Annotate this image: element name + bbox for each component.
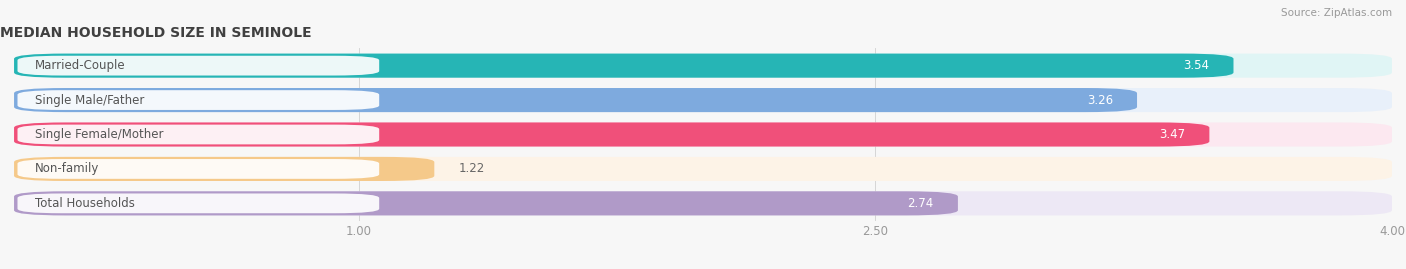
FancyBboxPatch shape bbox=[14, 122, 1392, 147]
Text: Married-Couple: Married-Couple bbox=[35, 59, 125, 72]
Text: MEDIAN HOUSEHOLD SIZE IN SEMINOLE: MEDIAN HOUSEHOLD SIZE IN SEMINOLE bbox=[0, 26, 312, 40]
Text: 3.54: 3.54 bbox=[1184, 59, 1209, 72]
Text: 3.47: 3.47 bbox=[1159, 128, 1185, 141]
FancyBboxPatch shape bbox=[17, 125, 380, 144]
Text: 3.26: 3.26 bbox=[1087, 94, 1114, 107]
Text: Single Female/Mother: Single Female/Mother bbox=[35, 128, 163, 141]
FancyBboxPatch shape bbox=[14, 191, 1392, 215]
FancyBboxPatch shape bbox=[14, 122, 1209, 147]
Text: Source: ZipAtlas.com: Source: ZipAtlas.com bbox=[1281, 8, 1392, 18]
Text: Single Male/Father: Single Male/Father bbox=[35, 94, 143, 107]
FancyBboxPatch shape bbox=[14, 54, 1233, 78]
FancyBboxPatch shape bbox=[17, 159, 380, 179]
FancyBboxPatch shape bbox=[14, 54, 1392, 78]
Text: 1.22: 1.22 bbox=[458, 162, 485, 175]
FancyBboxPatch shape bbox=[17, 56, 380, 76]
FancyBboxPatch shape bbox=[14, 88, 1137, 112]
Text: 2.74: 2.74 bbox=[907, 197, 934, 210]
FancyBboxPatch shape bbox=[14, 157, 434, 181]
Text: Non-family: Non-family bbox=[35, 162, 98, 175]
FancyBboxPatch shape bbox=[14, 157, 1392, 181]
FancyBboxPatch shape bbox=[14, 88, 1392, 112]
FancyBboxPatch shape bbox=[17, 90, 380, 110]
FancyBboxPatch shape bbox=[14, 191, 957, 215]
FancyBboxPatch shape bbox=[17, 193, 380, 213]
Text: Total Households: Total Households bbox=[35, 197, 135, 210]
